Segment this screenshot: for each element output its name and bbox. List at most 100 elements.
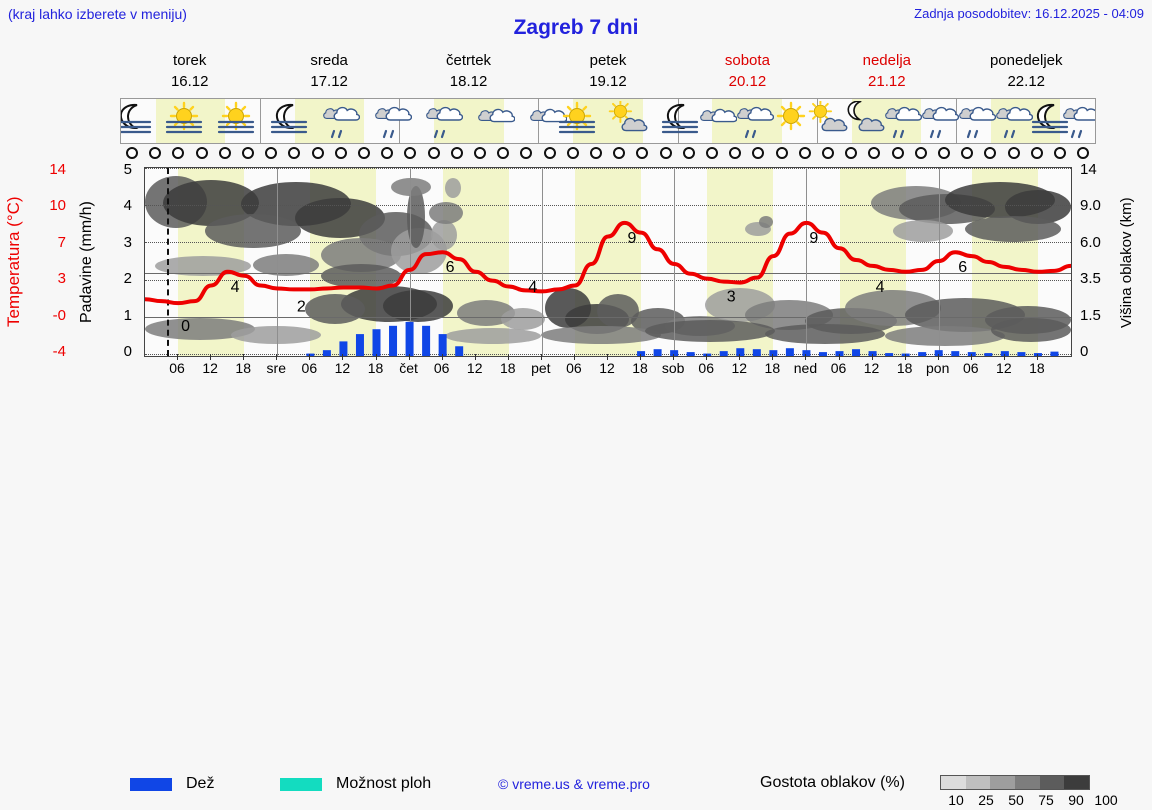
moon-fog-icon [269, 101, 309, 141]
horizontal-gridline [145, 354, 1071, 356]
wind-direction-marker [682, 147, 695, 159]
day-date: 21.12 [868, 73, 906, 91]
wind-direction-marker [427, 147, 440, 159]
day-divider [277, 168, 279, 356]
showers-color-swatch [280, 778, 322, 791]
precipitation-tick: 0 [123, 343, 132, 360]
x-axis-tick [871, 354, 873, 360]
cloud-rain-icon [372, 101, 412, 141]
menu-hint: (kraj lahko izberete v meniju) [8, 6, 187, 22]
precipitation-tick: 3 [123, 233, 132, 251]
wind-direction-marker [242, 147, 254, 159]
moon-cloud-icon [845, 100, 885, 141]
horizontal-gridline [145, 279, 1071, 282]
chart-legend: Dež Možnost ploh © vreme.us & vreme.pro … [0, 386, 1152, 808]
wind-direction-marker [1007, 147, 1020, 159]
sun-fog-icon [164, 101, 204, 141]
temperature-tick: 14 [49, 161, 66, 178]
wind-direction-marker [822, 147, 834, 159]
precipitation-tick: 5 [123, 161, 132, 178]
wind-direction-marker [590, 147, 602, 159]
horizontal-gridline [145, 316, 1071, 318]
temperature-tick: 10 [49, 197, 66, 215]
cloud-height-tick: 9.0 [1080, 197, 1101, 215]
x-axis-tick [607, 354, 608, 360]
sun-fog-icon [557, 101, 597, 141]
copyright-link[interactable]: © vreme.us & vreme.pro [498, 776, 650, 792]
cloud-density-step [941, 776, 966, 789]
cloud-rain-icon [882, 101, 923, 141]
wind-direction-marker [288, 147, 301, 159]
x-axis-tick [243, 354, 245, 360]
day-divider [409, 168, 411, 356]
wind-direction-marker [775, 147, 788, 159]
wind-direction-marker [218, 147, 231, 159]
wind-direction-marker [381, 147, 394, 159]
x-axis-label: 18 [764, 360, 781, 376]
rain-color-swatch [130, 778, 172, 791]
wind-direction-marker [195, 147, 208, 159]
rain-legend-label: Dež [186, 775, 215, 792]
moon-fog-icon [121, 101, 153, 141]
x-axis-labels: 06 12 18 sre 06 12 18 čet 06 12 18 pet 06 12 18 sob 06 12… [144, 354, 1072, 380]
wind-direction-marker [659, 147, 672, 159]
day-divider [538, 99, 540, 143]
x-axis-label: 12 [466, 360, 483, 376]
x-axis-tick [673, 354, 675, 360]
cloud-height-tick: 6.0 [1080, 233, 1101, 251]
current-time-marker [167, 168, 170, 356]
x-axis-label: 18 [499, 360, 516, 376]
cloud-height-tick: 3.5 [1080, 270, 1101, 288]
cloud-density-tick: 90 [1068, 792, 1084, 808]
cloud-density-tick: 10 [948, 792, 964, 808]
wind-direction-marker [984, 147, 997, 159]
x-axis-label: 12 [731, 360, 748, 376]
x-axis-tick [706, 354, 708, 360]
day-header-sreda: sreda 17.12 [259, 50, 398, 96]
x-axis-label: sob [661, 360, 685, 376]
day-header-ponedeljek: ponedeljek 22.12 [957, 50, 1096, 96]
wind-direction-marker [1077, 147, 1090, 159]
day-name: petek [589, 52, 627, 69]
day-name: ponedeljek [989, 52, 1063, 69]
day-date: 18.12 [449, 73, 488, 91]
x-axis-label: 12 [202, 360, 218, 376]
sun-fog-icon [216, 101, 256, 141]
x-axis-label: 12 [334, 360, 351, 376]
svg-text:6: 6 [446, 259, 455, 276]
day-header-četrtek: četrtek 18.12 [399, 50, 538, 96]
wind-direction-marker [265, 147, 278, 159]
cloud-density-ramp [940, 775, 1090, 790]
x-axis-tick [276, 354, 278, 360]
day-name: torek [173, 52, 207, 69]
cloud-density-tick: 25 [978, 792, 994, 808]
temperature-tick: 7 [57, 233, 66, 251]
day-header-band: torek 16.12 sreda 17.12 četrtek 18.12 petek 19.… [120, 50, 1096, 96]
day-divider [816, 99, 818, 143]
x-axis-label: 18 [1029, 360, 1045, 376]
x-axis-tick [640, 354, 642, 360]
wind-direction-marker [938, 147, 950, 159]
last-update-stamp: Zadnja posodobitev: 16.12.2025 - 04:09 [914, 6, 1144, 21]
svg-text:4: 4 [528, 279, 537, 296]
x-axis-label: čet [399, 360, 418, 376]
day-header-petek: petek 19.12 [538, 50, 677, 96]
day-divider [955, 99, 957, 143]
temperature-tick: -0 [52, 306, 66, 324]
wind-direction-marker [798, 147, 811, 159]
x-axis-tick [970, 354, 972, 360]
x-axis-tick [1036, 354, 1038, 360]
cloud-icon [527, 101, 568, 141]
precipitation-tick: 1 [123, 306, 132, 324]
temperature-axis-title: Temperatura (°C) [4, 196, 23, 328]
svg-text:0: 0 [181, 318, 190, 335]
cloud-density-step [990, 776, 1016, 789]
wind-direction-marker [172, 147, 185, 159]
x-axis-tick [441, 354, 443, 360]
sun-cloud-icon [808, 99, 848, 141]
wind-direction-marker [729, 147, 742, 159]
x-axis-label: 06 [169, 360, 185, 376]
x-axis-label: 18 [632, 360, 648, 376]
horizontal-gridline [145, 273, 1071, 275]
day-divider [399, 99, 401, 143]
